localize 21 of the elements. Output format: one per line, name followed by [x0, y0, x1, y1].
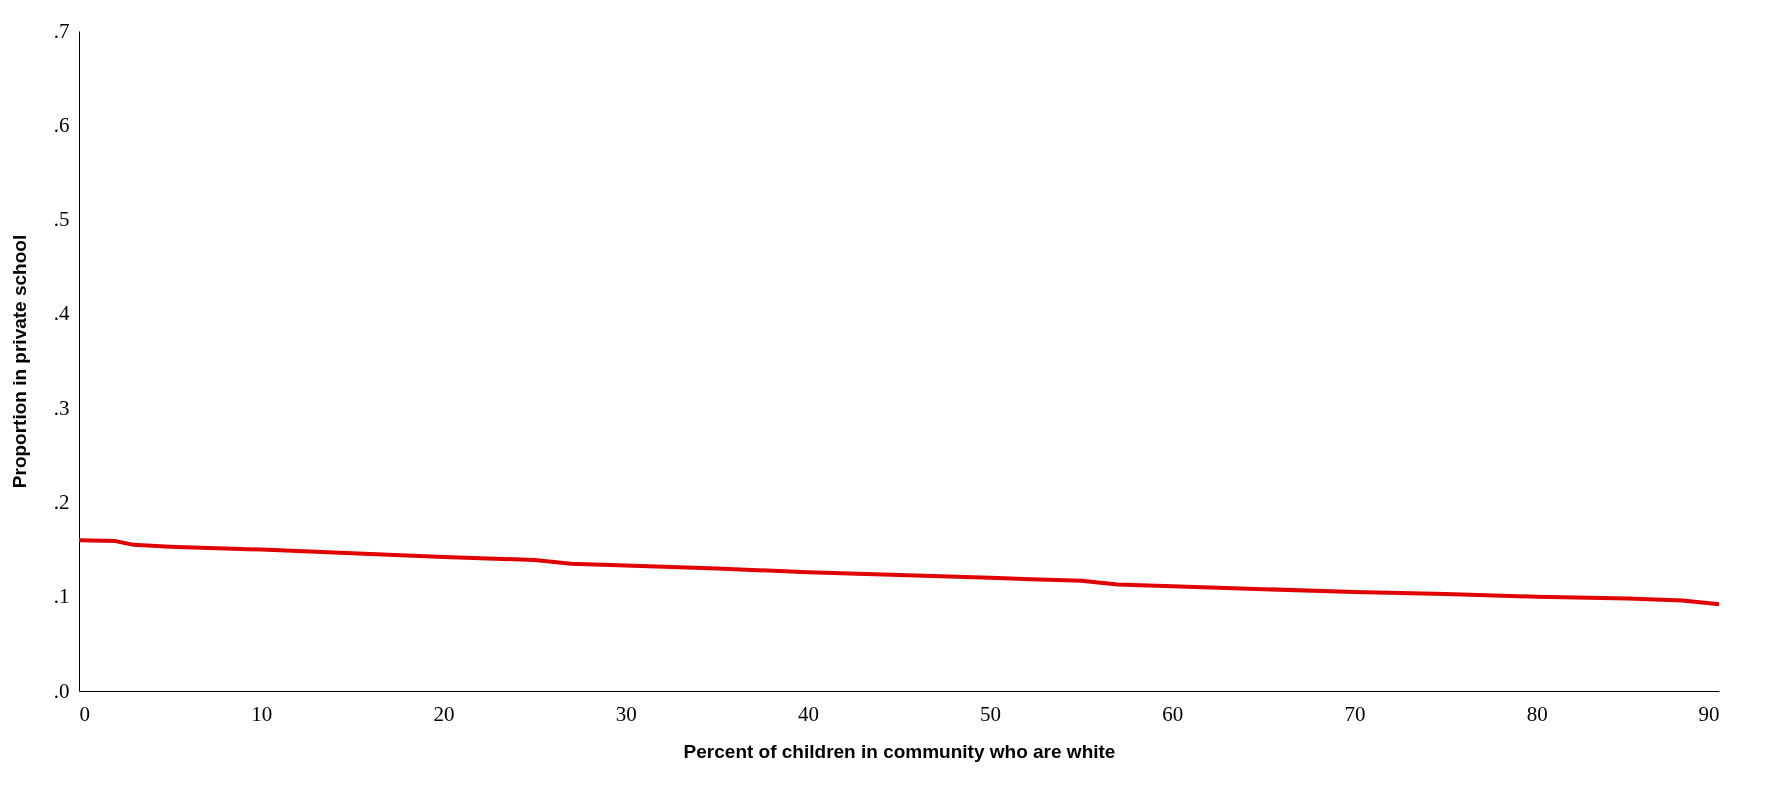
x-tick-label: 10	[251, 701, 273, 726]
x-tick-label: 90	[1698, 701, 1720, 726]
y-tick-label: .5	[53, 207, 70, 232]
line-series	[77, 538, 1721, 607]
x-tick-label: 60	[1162, 701, 1184, 726]
x-tick-label: 30	[615, 701, 637, 726]
y-tick-label: .7	[53, 18, 70, 43]
y-tick-label: .6	[53, 112, 70, 137]
x-axis-title: Percent of children in community who are white	[683, 740, 1116, 762]
y-tick-label: .0	[53, 678, 70, 703]
x-tick-label: 70	[1344, 701, 1366, 726]
y-tick-label: .1	[53, 584, 70, 609]
x-tick-label: 0	[79, 701, 90, 726]
x-tick-label: 80	[1526, 701, 1548, 726]
y-axis-title: Proportion in private school	[8, 234, 30, 489]
x-tick-label: 50	[980, 701, 1002, 726]
x-tick-label: 20	[433, 701, 455, 726]
x-tick-label: 40	[797, 701, 819, 726]
y-tick-label: .2	[53, 489, 70, 514]
y-tick-label: .3	[53, 395, 70, 420]
y-tick-label: .4	[53, 301, 70, 326]
